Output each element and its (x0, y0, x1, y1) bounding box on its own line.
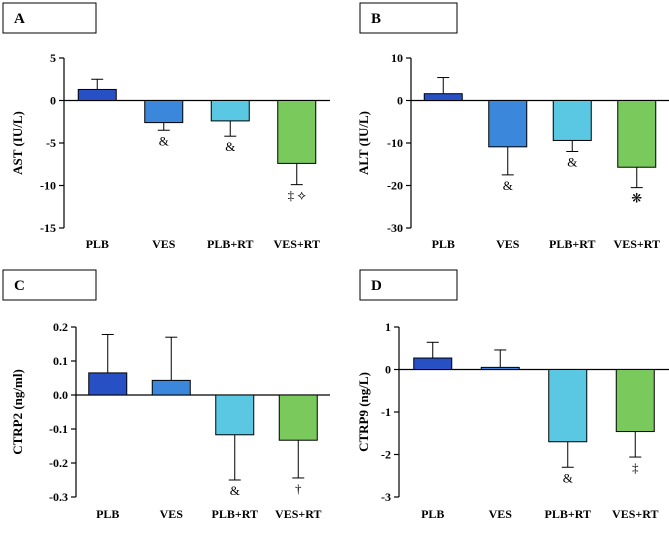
panel-d-y-tick-label: 0 (385, 363, 391, 377)
panel-b-y-tick-label: 10 (391, 51, 403, 65)
panel-a-bar-ves (144, 100, 184, 124)
panel-c-y-tick-label: 0.0 (53, 388, 68, 402)
panel-d-y-tick-label: 1 (385, 320, 391, 334)
panel-b-category-label: PLB+RT (549, 237, 595, 251)
panel-b-y-tick-label: -20 (387, 179, 403, 193)
panel-a-bar-plb-rt (210, 100, 250, 122)
panel-c-bar-ves (151, 379, 191, 396)
panel-a-significance-marker: ‡ ⟡ (288, 188, 307, 203)
panel-a-y-tick-label: 5 (50, 51, 56, 65)
panel-b-significance-marker: & (503, 178, 513, 193)
panel-c-y-tick-label: 0.2 (53, 320, 68, 334)
panel-c-category-label: VES (160, 507, 184, 521)
panel-c-y-tick-label: -0.1 (49, 422, 68, 436)
panel-b-significance-marker: & (567, 155, 577, 170)
panel-a-category-label: PLB (86, 237, 109, 251)
panel-a-significance-marker: & (225, 139, 235, 154)
panel-a-y-tick-label: -15 (40, 221, 56, 235)
panel-c-y-tick-label: 0.1 (53, 354, 68, 368)
panel-d-y-tick-label: -3 (381, 490, 391, 504)
panel-d-bar-plb (413, 357, 453, 370)
panel-a-y-tick-label: -10 (40, 179, 56, 193)
panel-c: C 0.2 0.1 0.0 -0.1 -0.2 -0.3 CTRP2 (ng/ml) PLB VE… (2, 269, 330, 521)
panel-c-significance-marker: † (295, 481, 302, 496)
panel-b-category-label: VES+RT (614, 237, 660, 251)
panel-d-significance-marker: & (563, 470, 573, 485)
panel-b-letter: B (371, 11, 381, 27)
panel-c-y-axis-title: CTRP2 (ng/ml) (10, 369, 25, 455)
panel-a-letter: A (14, 11, 25, 27)
panel-d-y-axis-title: CTRP9 (ng/L) (356, 372, 371, 452)
panel-b-y-tick-label: -10 (387, 136, 403, 150)
panel-a-y-tick-label: 0 (50, 94, 56, 108)
panel-c-y-tick-label: -0.2 (49, 456, 68, 470)
panel-d: D 1 0 -1 -2 -3 CTRP9 (ng/L) PLB VES & PLB+RT ‡ VES+R… (356, 269, 669, 521)
panel-b-category-label: VES (496, 237, 520, 251)
panel-a-category-label: VES+RT (274, 237, 320, 251)
panel-c-category-label: VES+RT (275, 507, 321, 521)
panel-a-y-axis-title: AST (IU/L) (10, 111, 25, 175)
panel-b-bar-ves (488, 100, 528, 148)
panel-d-letter: D (371, 278, 382, 294)
panel-c-bar-ves-rt (278, 394, 318, 441)
panel-b-y-axis-title: ALT (IU/L) (356, 111, 371, 175)
panel-d-bar-ves (480, 366, 520, 370)
panel-c-y-tick-label: -0.3 (49, 490, 68, 504)
panel-a-y-tick-label: -5 (46, 136, 56, 150)
panel-d-category-label: VES (489, 507, 513, 521)
panel-a: A 5 0 -5 -10 -15 AST (IU/L) PLB & VES & PLB+RT ‡ ⟡ VE… (2, 2, 330, 251)
panel-b-significance-marker: ❋ (631, 191, 642, 206)
panel-d-category-label: VES+RT (612, 507, 658, 521)
panel-a-bar-plb (77, 88, 117, 101)
panel-b-y-tick-label: -30 (387, 221, 403, 235)
panel-a-category-label: VES (152, 237, 176, 251)
panel-d-significance-marker: ‡ (632, 460, 639, 475)
panel-d-bar-plb-rt (548, 369, 588, 443)
panel-b-bar-ves-rt (617, 100, 657, 168)
panel-b-letter-box (359, 2, 458, 34)
panel-c-category-label: PLB (96, 507, 119, 521)
panel-c-letter-box (2, 269, 97, 301)
panel-a-letter-box (2, 2, 97, 34)
panel-b-category-label: PLB (432, 237, 455, 251)
panel-c-category-label: PLB+RT (212, 507, 258, 521)
panel-b: B 10 0 -10 -20 -30 ALT (IU/L) PLB & VES & PLB+RT ❋ VE… (356, 2, 669, 251)
panel-a-bar-ves-rt (277, 100, 317, 164)
panel-c-bar-plb-rt (215, 394, 255, 436)
panel-b-bar-plb (423, 93, 463, 101)
panel-d-category-label: PLB+RT (545, 507, 591, 521)
panel-c-letter: C (14, 278, 25, 294)
panel-d-y-tick-label: -2 (381, 448, 391, 462)
panel-c-significance-marker: & (230, 483, 240, 498)
panel-a-category-label: PLB+RT (207, 237, 253, 251)
panel-b-bar-plb-rt (552, 100, 592, 141)
panel-b-y-tick-label: 0 (397, 94, 403, 108)
panel-d-y-tick-label: -1 (381, 405, 391, 419)
panel-d-letter-box (359, 269, 458, 301)
panel-d-category-label: PLB (421, 507, 444, 521)
panel-a-significance-marker: & (159, 133, 169, 148)
panel-d-bar-ves-rt (615, 369, 655, 433)
panel-c-bar-plb (88, 372, 128, 396)
